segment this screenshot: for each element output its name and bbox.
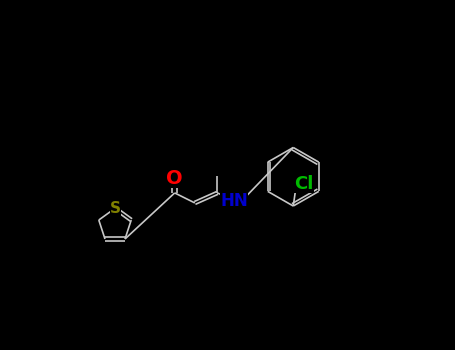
Text: S: S	[110, 201, 121, 216]
Text: O: O	[167, 169, 183, 188]
Text: Cl: Cl	[294, 175, 314, 194]
Text: HN: HN	[221, 193, 248, 210]
